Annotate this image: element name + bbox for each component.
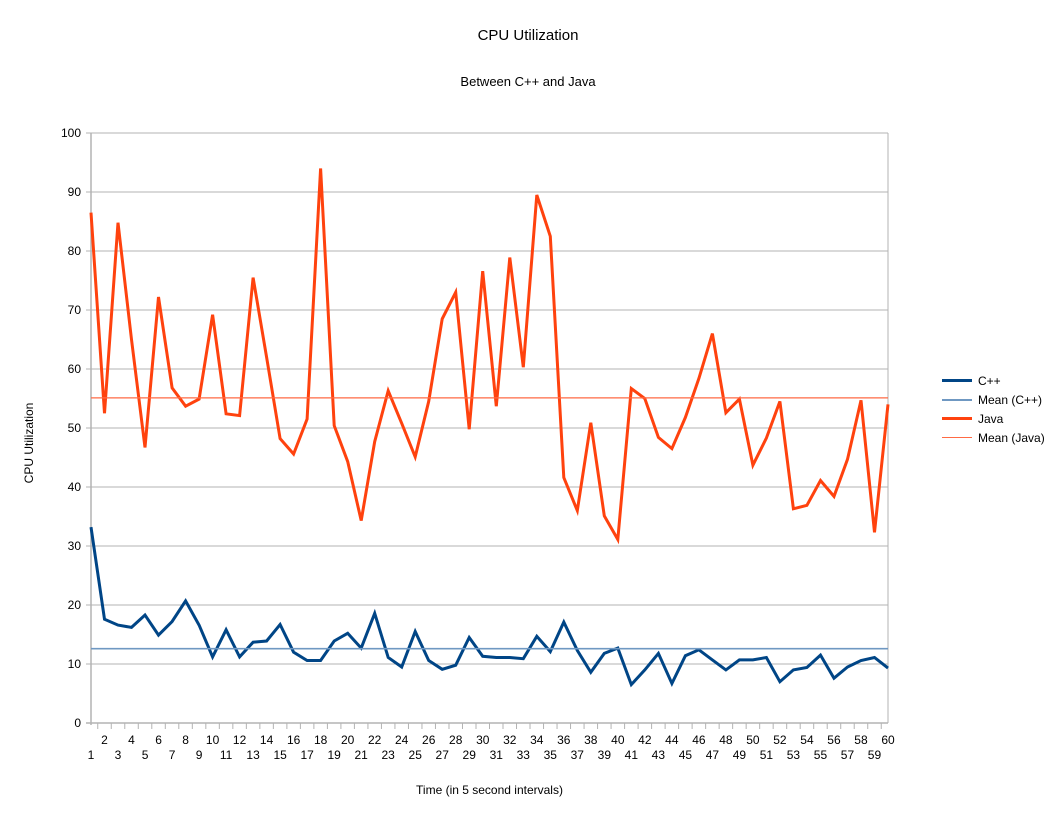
axes: 0102030405060708090100123456789101112131… <box>61 126 895 762</box>
x-tick-label: 26 <box>422 733 436 747</box>
gridlines <box>91 132 888 665</box>
data-series <box>89 168 890 688</box>
x-tick-label: 34 <box>530 733 544 747</box>
x-tick-label: 43 <box>652 748 666 762</box>
x-tick-label: 5 <box>142 748 149 762</box>
x-tick-label: 30 <box>476 733 490 747</box>
x-tick-label: 53 <box>787 748 801 762</box>
x-tick-label: 31 <box>490 748 504 762</box>
x-tick-label: 28 <box>449 733 463 747</box>
x-tick-label: 38 <box>584 733 598 747</box>
x-tick-label: 40 <box>611 733 625 747</box>
x-tick-label: 35 <box>544 748 558 762</box>
legend-swatch-mean-cpp <box>942 398 972 401</box>
y-tick-label: 80 <box>68 244 82 258</box>
x-tick-label: 33 <box>517 748 531 762</box>
x-tick-label: 42 <box>638 733 652 747</box>
x-tick-label: 32 <box>503 733 517 747</box>
legend: C++ Mean (C++) Java Mean (Java) <box>942 371 1045 447</box>
x-tick-label: 46 <box>692 733 706 747</box>
x-tick-label: 7 <box>169 748 176 762</box>
x-tick-label: 27 <box>436 748 450 762</box>
x-tick-label: 54 <box>800 733 814 747</box>
x-tick-label: 15 <box>273 748 287 762</box>
x-tick-label: 6 <box>155 733 162 747</box>
x-tick-label: 11 <box>220 748 233 762</box>
x-tick-label: 55 <box>814 748 828 762</box>
legend-item-mean-java: Mean (Java) <box>942 428 1045 447</box>
x-tick-label: 47 <box>706 748 720 762</box>
x-tick-label: 59 <box>868 748 882 762</box>
series-c <box>89 526 889 688</box>
legend-label: C++ <box>978 373 1001 388</box>
x-axis-title: Time (in 5 second intervals) <box>416 783 563 797</box>
legend-item-mean-cpp: Mean (C++) <box>942 390 1045 409</box>
x-tick-label: 19 <box>327 748 341 762</box>
x-tick-label: 48 <box>719 733 733 747</box>
x-tick-label: 3 <box>115 748 122 762</box>
x-tick-label: 49 <box>733 748 747 762</box>
x-tick-label: 22 <box>368 733 382 747</box>
x-tick-label: 41 <box>625 748 639 762</box>
y-tick-label: 40 <box>68 480 82 494</box>
y-tick-label: 50 <box>68 421 82 435</box>
x-tick-label: 36 <box>557 733 571 747</box>
x-tick-label: 24 <box>395 733 409 747</box>
x-tick-label: 51 <box>760 748 774 762</box>
x-tick-label: 4 <box>128 733 135 747</box>
y-tick-label: 30 <box>68 539 82 553</box>
x-tick-label: 57 <box>841 748 855 762</box>
y-tick-label: 90 <box>68 185 82 199</box>
x-tick-label: 56 <box>827 733 841 747</box>
x-tick-label: 37 <box>571 748 585 762</box>
x-tick-label: 21 <box>354 748 368 762</box>
x-tick-label: 60 <box>881 733 895 747</box>
x-tick-label: 58 <box>854 733 868 747</box>
y-tick-label: 60 <box>68 362 82 376</box>
y-tick-label: 10 <box>68 657 82 671</box>
x-tick-label: 39 <box>598 748 612 762</box>
x-tick-label: 20 <box>341 733 355 747</box>
x-tick-label: 25 <box>409 748 423 762</box>
y-tick-label: 0 <box>74 716 81 730</box>
chart-title: CPU Utilization <box>477 27 579 44</box>
legend-swatch-cpp <box>942 379 972 382</box>
x-tick-label: 16 <box>287 733 301 747</box>
x-tick-label: 52 <box>773 733 787 747</box>
x-tick-label: 17 <box>300 748 314 762</box>
x-tick-label: 13 <box>246 748 260 762</box>
legend-label: Mean (C++) <box>978 392 1043 407</box>
x-tick-label: 9 <box>196 748 203 762</box>
x-tick-label: 29 <box>463 748 477 762</box>
legend-label: Mean (Java) <box>978 430 1045 445</box>
legend-item-cpp: C++ <box>942 371 1045 390</box>
x-tick-label: 45 <box>679 748 693 762</box>
legend-swatch-java <box>942 417 972 420</box>
x-tick-label: 23 <box>382 748 396 762</box>
x-tick-label: 18 <box>314 733 328 747</box>
chart-subtitle: Between C++ and Java <box>460 74 596 89</box>
x-tick-label: 12 <box>233 733 247 747</box>
x-tick-label: 10 <box>206 733 220 747</box>
legend-label: Java <box>978 411 1004 426</box>
y-tick-label: 20 <box>68 598 82 612</box>
y-tick-label: 70 <box>68 303 82 317</box>
y-tick-label: 100 <box>61 126 81 140</box>
x-tick-label: 14 <box>260 733 274 747</box>
x-tick-label: 1 <box>88 748 95 762</box>
legend-item-java: Java <box>942 409 1045 428</box>
x-tick-label: 44 <box>665 733 679 747</box>
legend-swatch-mean-java <box>942 437 972 438</box>
x-tick-label: 8 <box>182 733 189 747</box>
series-java <box>89 168 890 545</box>
x-tick-label: 50 <box>746 733 760 747</box>
x-tick-label: 2 <box>101 733 108 747</box>
